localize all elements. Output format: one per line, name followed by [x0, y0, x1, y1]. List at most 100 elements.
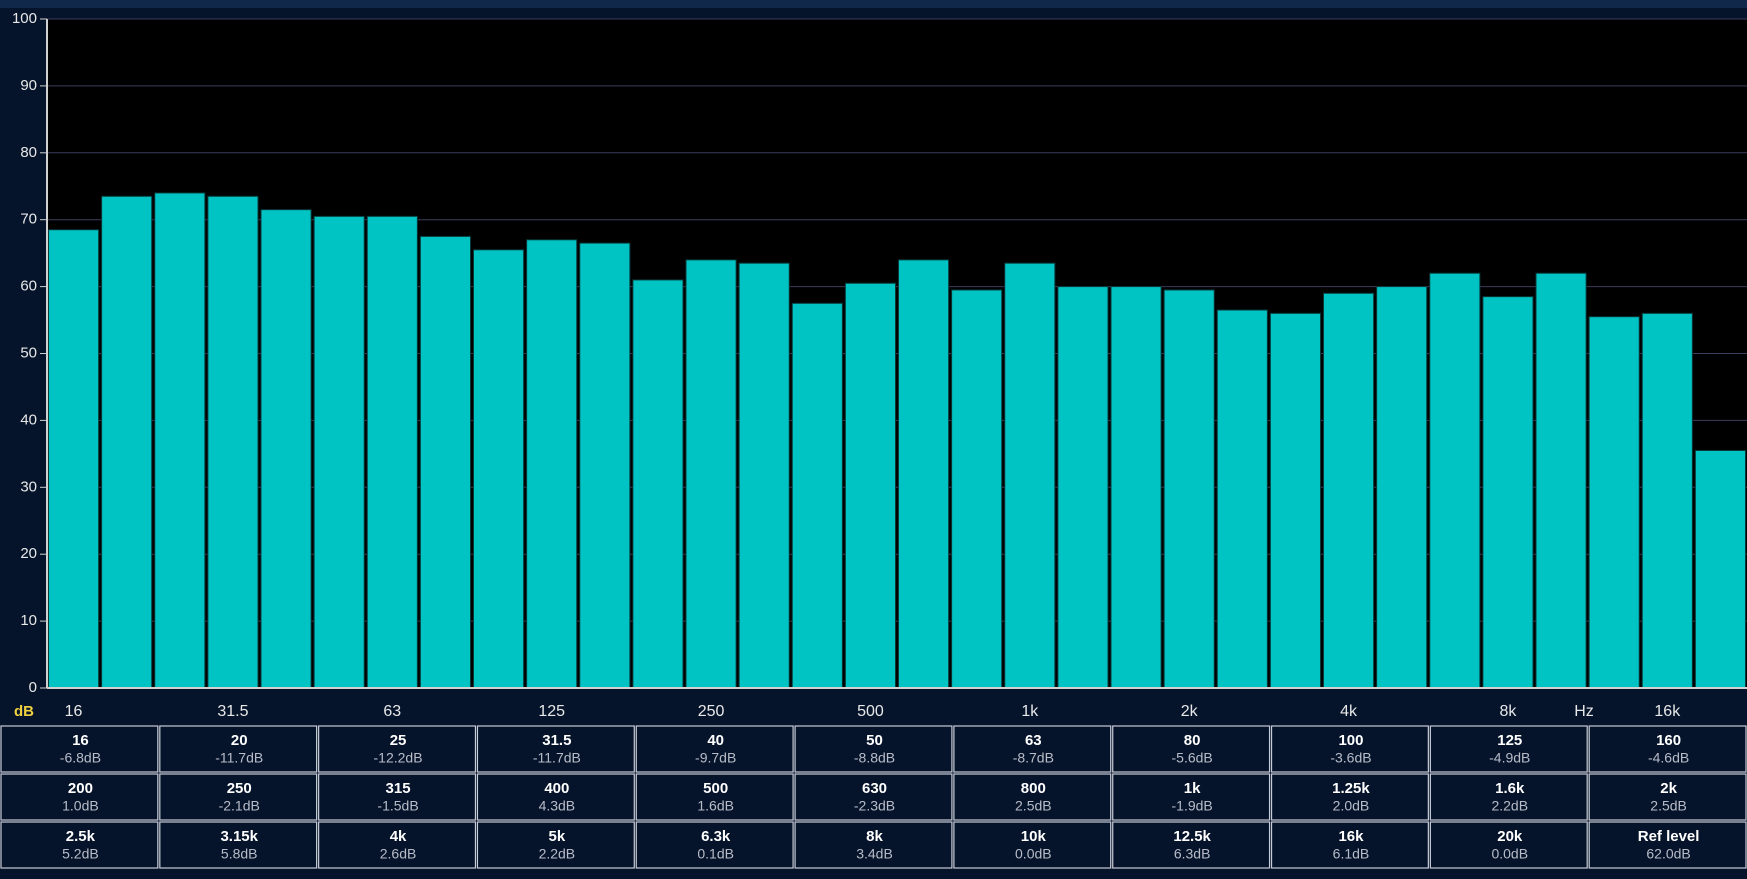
cell-name: 8k	[866, 828, 883, 845]
table-cell	[1112, 725, 1271, 773]
table-cell	[953, 773, 1112, 821]
cell-name: 16k	[1338, 828, 1364, 845]
table-cell	[1270, 725, 1429, 773]
cell-name: 31.5	[542, 732, 571, 749]
bar	[951, 289, 1003, 689]
x-tick-label: 16	[65, 703, 83, 720]
bar	[313, 215, 365, 689]
bar	[1588, 316, 1640, 689]
table-cell	[635, 821, 794, 869]
bar	[1323, 292, 1375, 689]
cell-value: 2.0dB	[1333, 798, 1370, 814]
bar	[154, 192, 206, 689]
cell-name: 630	[862, 780, 887, 797]
cell-name: 315	[386, 780, 411, 797]
bar	[1376, 286, 1428, 689]
cell-name: 6.3k	[701, 828, 731, 845]
table-cell	[1588, 773, 1747, 821]
cell-name: 50	[866, 732, 883, 749]
y-tick-label: 70	[20, 211, 37, 228]
table-cell	[1270, 821, 1429, 869]
x-tick-label: 500	[857, 703, 884, 720]
cell-name: 3.15k	[220, 828, 258, 845]
cell-name: 63	[1025, 732, 1042, 749]
cell-value: -8.7dB	[1013, 750, 1054, 766]
table-cell	[318, 725, 477, 773]
bar	[898, 259, 950, 689]
cell-value: -2.3dB	[854, 798, 895, 814]
cell-value: 0.0dB	[1015, 846, 1052, 862]
table-cell	[159, 725, 318, 773]
cell-value: -12.2dB	[374, 750, 423, 766]
bar	[1694, 450, 1746, 689]
table-cell	[476, 821, 635, 869]
bar	[579, 242, 631, 689]
y-tick-label: 30	[20, 478, 37, 495]
bar	[207, 195, 259, 689]
cell-value: -1.9dB	[1172, 798, 1213, 814]
cell-value: 2.2dB	[539, 846, 576, 862]
y-tick-label: 100	[12, 10, 37, 27]
cell-name: 800	[1021, 780, 1046, 797]
cell-value: -11.7dB	[215, 750, 263, 766]
cell-name: 5k	[549, 828, 566, 845]
cell-value: 4.3dB	[539, 798, 576, 814]
cell-value: -4.6dB	[1648, 750, 1689, 766]
x-tick-label: 125	[538, 703, 565, 720]
table-cell	[1112, 773, 1271, 821]
bar	[738, 262, 790, 689]
cell-name: 125	[1497, 732, 1522, 749]
cell-name: Ref level	[1638, 828, 1700, 845]
cell-value: 0.0dB	[1491, 846, 1528, 862]
y-unit: dB	[14, 703, 34, 720]
cell-value: -11.7dB	[533, 750, 581, 766]
y-tick-label: 60	[20, 278, 37, 295]
cell-value: -1.5dB	[377, 798, 418, 814]
cell-value: 3.4dB	[856, 846, 893, 862]
y-tick-label: 20	[20, 545, 37, 562]
bar	[101, 195, 153, 689]
table-cell	[318, 773, 477, 821]
y-tick-label: 40	[20, 411, 37, 428]
cell-value: 6.3dB	[1174, 846, 1211, 862]
cell-name: 1k	[1184, 780, 1201, 797]
cell-value: -4.9dB	[1489, 750, 1530, 766]
bar	[1057, 286, 1109, 689]
cell-name: 20	[231, 732, 248, 749]
x-tick-label: 8k	[1499, 703, 1517, 720]
bar	[419, 235, 471, 689]
cell-name: 12.5k	[1173, 828, 1211, 845]
cell-name: 250	[227, 780, 252, 797]
cell-name: 160	[1656, 732, 1681, 749]
table-cell	[0, 821, 159, 869]
bar	[632, 279, 684, 689]
cell-value: -3.6dB	[1330, 750, 1371, 766]
cell-value: 2.5dB	[1650, 798, 1687, 814]
bar	[260, 209, 312, 689]
cell-value: -5.6dB	[1172, 750, 1213, 766]
table-cell	[0, 725, 159, 773]
table-cell	[635, 725, 794, 773]
table-cell	[1588, 821, 1747, 869]
cell-value: 2.2dB	[1491, 798, 1528, 814]
cell-name: 25	[390, 732, 407, 749]
x-tick-label: 16k	[1654, 703, 1681, 720]
y-tick-label: 10	[20, 612, 37, 629]
x-tick-label: 2k	[1181, 703, 1199, 720]
cell-value: 5.2dB	[62, 846, 99, 862]
bar	[526, 239, 578, 689]
bar	[366, 215, 418, 689]
cell-name: 40	[707, 732, 724, 749]
table-cell	[1429, 821, 1588, 869]
cell-value: 2.5dB	[1015, 798, 1052, 814]
bar	[473, 249, 525, 689]
table-cell	[0, 773, 159, 821]
cell-value: 62.0dB	[1646, 846, 1690, 862]
cell-name: 400	[544, 780, 569, 797]
cell-value: 2.6dB	[380, 846, 417, 862]
cell-value: 0.1dB	[697, 846, 734, 862]
bar	[48, 229, 100, 689]
table-cell	[1112, 821, 1271, 869]
table-cell	[318, 821, 477, 869]
table-cell	[953, 821, 1112, 869]
